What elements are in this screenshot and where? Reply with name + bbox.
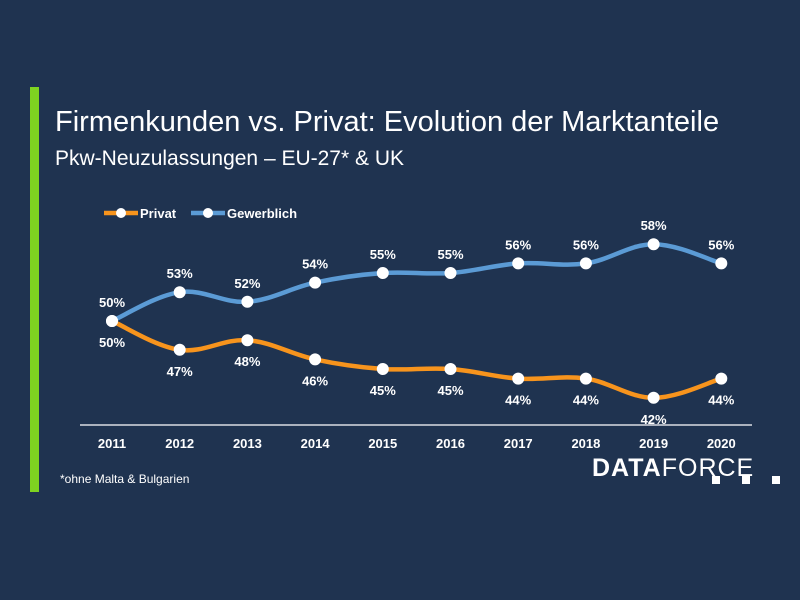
data-point-gewerblich	[647, 238, 660, 251]
data-label-privat: 42%	[641, 412, 667, 427]
data-point-privat	[173, 343, 186, 356]
data-point-gewerblich	[512, 257, 525, 270]
data-label-privat: 47%	[167, 364, 193, 379]
chart-subtitle: Pkw-Neuzulassungen – EU-27* & UK	[55, 147, 405, 170]
data-label-gewerblich: 56%	[708, 237, 734, 252]
data-label-gewerblich: 56%	[573, 237, 599, 252]
logo-dot	[742, 476, 750, 484]
dataforce-logo: DATAFORCE	[592, 454, 754, 482]
accent-bar	[30, 87, 39, 492]
data-label-privat: 45%	[437, 383, 463, 398]
data-point-privat	[579, 372, 592, 385]
x-tick-label: 2018	[571, 436, 600, 451]
data-label-gewerblich: 55%	[437, 247, 463, 262]
logo-dot	[712, 476, 720, 484]
data-label-gewerblich: 52%	[234, 276, 260, 291]
data-point-privat	[512, 372, 525, 385]
data-point-gewerblich	[173, 286, 186, 299]
data-point-privat	[647, 391, 660, 404]
data-label-gewerblich: 53%	[167, 266, 193, 281]
legend-label-gewerblich: Gewerblich	[227, 206, 297, 221]
data-point-privat	[444, 363, 457, 375]
data-label-privat: 48%	[234, 354, 260, 369]
data-label-gewerblich: 50%	[99, 295, 125, 310]
data-label-privat: 45%	[370, 383, 396, 398]
x-tick-label: 2016	[436, 436, 465, 451]
data-label-gewerblich: 54%	[302, 257, 328, 272]
footnote: *ohne Malta & Bulgarien	[60, 472, 190, 486]
data-point-gewerblich	[241, 295, 254, 308]
chart-title: Firmenkunden vs. Privat: Evolution der M…	[55, 106, 720, 138]
series-line-privat	[109, 318, 724, 401]
legend-label-privat: Privat	[140, 206, 177, 221]
legend-marker-privat	[116, 208, 126, 218]
data-point-gewerblich	[106, 315, 118, 327]
x-tick-label: 2017	[504, 436, 533, 451]
logo-dots	[712, 476, 782, 486]
data-point-privat	[241, 334, 254, 347]
data-label-gewerblich: 56%	[505, 237, 531, 252]
data-label-gewerblich: 58%	[641, 218, 667, 233]
data-label-privat: 44%	[573, 393, 599, 408]
data-point-gewerblich	[444, 267, 457, 279]
data-point-gewerblich	[376, 267, 389, 279]
x-tick-label: 2020	[707, 436, 736, 451]
series-line-gewerblich	[109, 241, 724, 324]
data-label-privat: 44%	[505, 393, 531, 408]
data-label-privat: 46%	[302, 373, 328, 388]
x-tick-label: 2015	[368, 436, 397, 451]
data-point-gewerblich	[579, 257, 592, 270]
x-tick-label: 2012	[165, 436, 194, 451]
data-label-gewerblich: 55%	[370, 247, 396, 262]
data-point-gewerblich	[309, 276, 322, 289]
x-tick-label: 2014	[301, 436, 331, 451]
data-point-privat	[376, 363, 389, 375]
data-label-privat: 50%	[99, 335, 125, 350]
logo-dot	[772, 476, 780, 484]
legend-marker-gewerblich	[203, 208, 213, 218]
data-point-gewerblich	[715, 257, 728, 270]
x-tick-label: 2013	[233, 436, 262, 451]
data-point-privat	[309, 353, 322, 366]
logo-text-light: FORCE	[661, 454, 755, 482]
data-label-privat: 44%	[708, 393, 734, 408]
x-tick-label: 2019	[639, 436, 668, 451]
data-point-privat	[715, 372, 728, 385]
x-tick-label: 2011	[98, 436, 126, 451]
logo-text-bold: DATA	[592, 454, 662, 482]
